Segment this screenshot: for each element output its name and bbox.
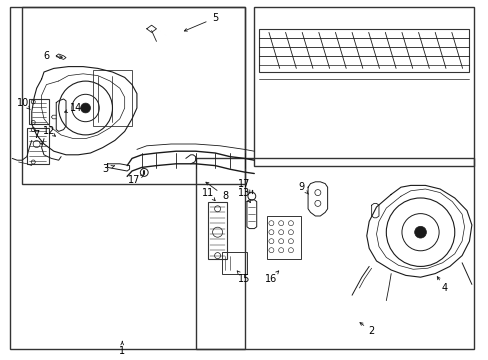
Bar xyxy=(207,202,227,259)
Text: 16: 16 xyxy=(264,274,277,284)
Text: 11: 11 xyxy=(201,188,214,198)
Text: 17: 17 xyxy=(128,175,141,185)
Text: 13: 13 xyxy=(238,188,250,198)
Text: 1: 1 xyxy=(119,346,125,356)
Bar xyxy=(254,7,473,166)
Text: 3: 3 xyxy=(102,164,108,174)
Text: 15: 15 xyxy=(238,274,250,284)
Bar xyxy=(27,128,49,164)
Bar xyxy=(259,29,468,72)
Bar xyxy=(195,158,473,349)
Bar xyxy=(93,70,132,126)
Bar xyxy=(22,7,244,184)
Text: 7: 7 xyxy=(34,130,40,140)
Text: 2: 2 xyxy=(368,326,374,336)
Bar xyxy=(10,7,244,349)
Text: 8: 8 xyxy=(222,191,227,201)
Text: 9: 9 xyxy=(298,182,304,192)
Text: 12: 12 xyxy=(42,126,55,136)
Bar xyxy=(266,216,300,259)
Text: 10: 10 xyxy=(17,98,30,108)
Text: 4: 4 xyxy=(441,283,447,293)
Bar xyxy=(29,99,49,124)
Text: 14: 14 xyxy=(69,103,82,113)
Circle shape xyxy=(414,226,426,238)
Text: 6: 6 xyxy=(43,51,49,61)
Text: 17: 17 xyxy=(238,179,250,189)
Circle shape xyxy=(81,103,90,113)
Text: 5: 5 xyxy=(212,13,218,23)
Bar xyxy=(222,252,246,274)
